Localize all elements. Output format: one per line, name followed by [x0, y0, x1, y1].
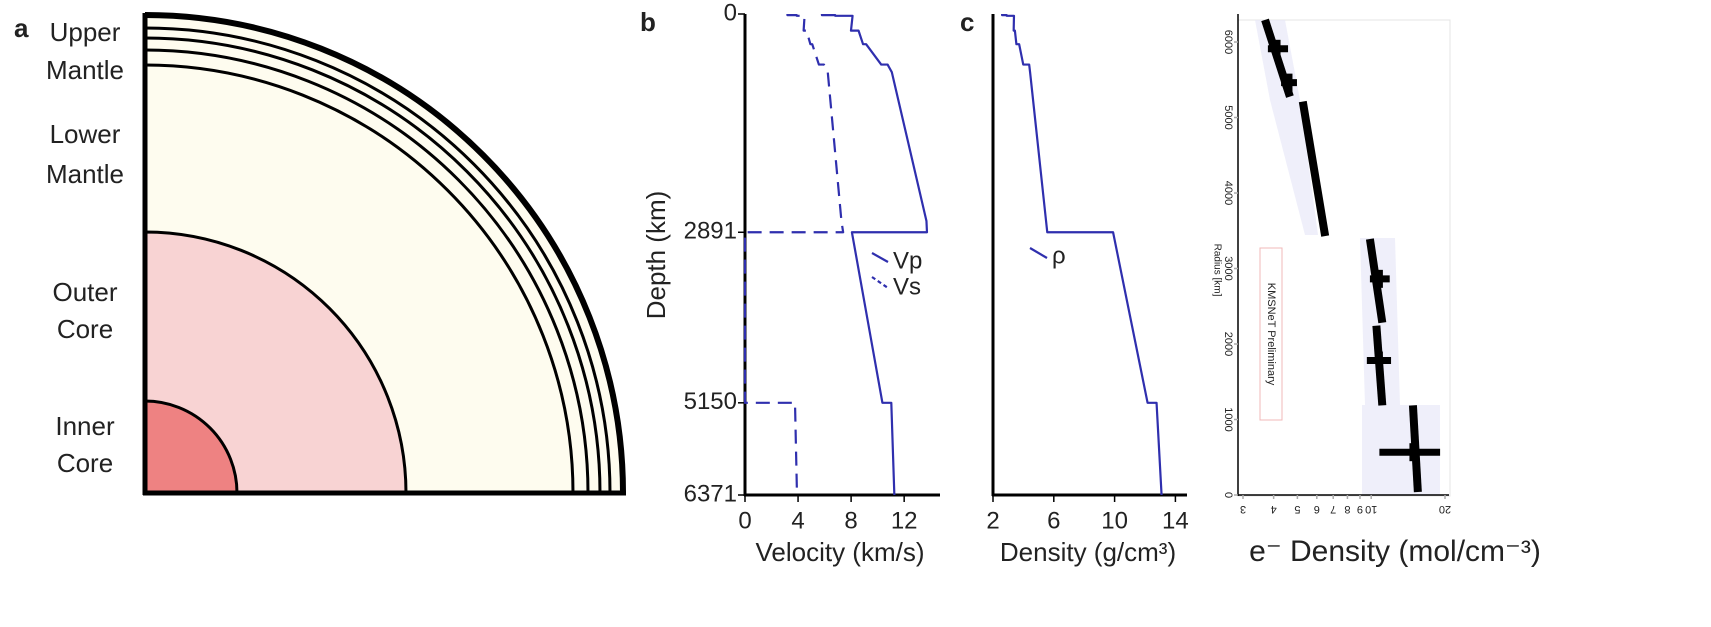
x-tick-label: 10	[1101, 507, 1128, 534]
data-line	[1298, 100, 1330, 237]
x-tick-label: 10	[1365, 503, 1377, 515]
x-tick-label: 8	[844, 507, 857, 534]
layer-label: Mantle	[46, 55, 124, 85]
x-tick-label: 3	[1240, 503, 1246, 515]
y-axis-label: Depth (km)	[641, 191, 671, 320]
x-tick-label: 4	[1271, 503, 1277, 515]
uncertainty-band	[1255, 20, 1318, 235]
y-tick-label: 0	[1222, 492, 1234, 498]
x-tick-label: 12	[891, 507, 918, 534]
y-tick-label: 4000	[1222, 181, 1234, 205]
layer-boundary	[144, 26, 612, 494]
y-tick-label: 3000	[1222, 256, 1234, 280]
x-tick-label: 2	[986, 507, 999, 534]
x-tick-label: 0	[738, 507, 751, 534]
y-tick-label: 0	[724, 0, 737, 26]
legend-swatch	[871, 276, 889, 289]
annotation: KMSNeT Preliminary	[1265, 283, 1277, 386]
y-axis-label: Radius [km]	[1211, 244, 1222, 297]
legend-swatch	[1029, 247, 1048, 259]
x-axis-label: e⁻ Density (mol/cm⁻³)	[1249, 535, 1541, 568]
layer-label: Upper	[50, 17, 121, 47]
x-tick-label: 7	[1330, 503, 1336, 515]
layer-label: Core	[57, 314, 113, 344]
panel-letter: a	[14, 13, 29, 43]
legend-swatch	[871, 252, 889, 263]
layer-label: Inner	[55, 411, 115, 441]
panel-d-background	[1237, 19, 1451, 497]
x-tick-label: 4	[791, 507, 804, 534]
x-tick-label: 20	[1439, 503, 1451, 515]
layer-label: Lower	[50, 119, 121, 149]
y-tick-label: 6000	[1222, 30, 1234, 54]
x-tick-label: 6	[1314, 503, 1320, 515]
data-line	[743, 14, 845, 496]
layer-boundary	[144, 63, 575, 494]
panel-a: a Upper Mantle Lower Mantle Outer Core I…	[14, 12, 626, 496]
layer-label: Outer	[52, 277, 117, 307]
layer-label: Mantle	[46, 159, 124, 189]
x-tick-label: 14	[1162, 507, 1189, 534]
x-axis-label: Velocity (km/s)	[755, 537, 924, 567]
y-tick-label: 2891	[684, 218, 737, 245]
layer-boundary	[144, 48, 590, 494]
legend-label: Vs	[893, 273, 921, 300]
layer-boundary	[144, 36, 602, 494]
surface	[144, 12, 626, 494]
panel-letter: c	[960, 7, 974, 37]
legend-label: ρ	[1052, 242, 1066, 269]
panel-letter: b	[640, 7, 656, 37]
y-tick-label: 1000	[1222, 407, 1234, 431]
x-tick-label: 6	[1047, 507, 1060, 534]
y-tick-label: 2000	[1222, 332, 1234, 356]
x-axis-label: Density (g/cm³)	[1000, 537, 1176, 567]
data-line	[820, 14, 929, 496]
y-tick-label: 6371	[684, 480, 737, 507]
x-tick-label: 5	[1294, 503, 1300, 515]
x-tick-label: 9	[1357, 503, 1363, 515]
y-tick-label: 5150	[684, 388, 737, 415]
annotation-box	[1259, 247, 1283, 421]
layer-label: Core	[57, 448, 113, 478]
data-line	[1001, 14, 1163, 496]
inner-core	[143, 399, 239, 495]
x-tick-label: 8	[1344, 503, 1350, 515]
y-tick-label: 5000	[1222, 105, 1234, 129]
legend-label: Vp	[893, 247, 922, 274]
